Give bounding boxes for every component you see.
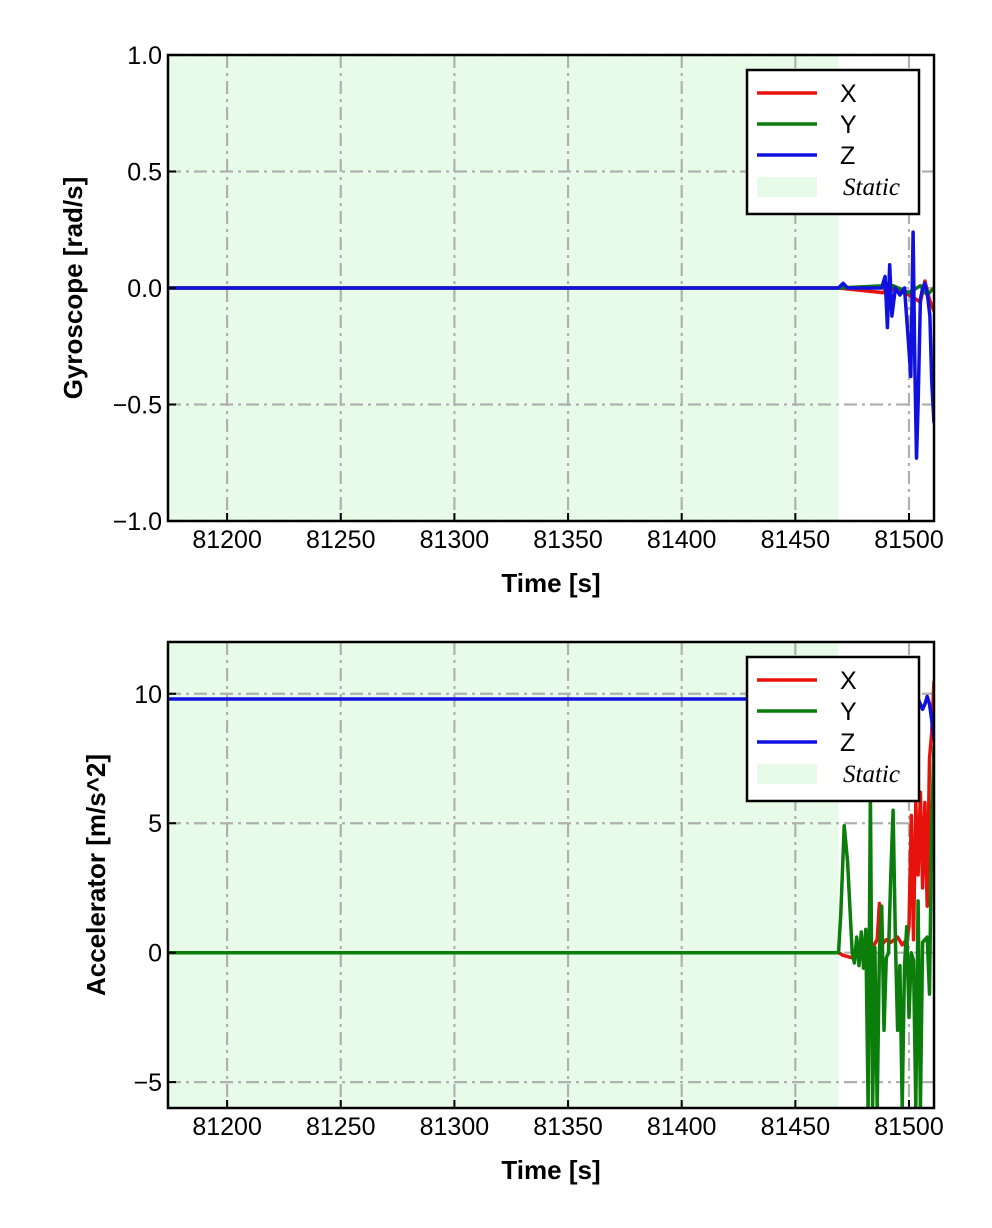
x-tick-label: 81200 bbox=[192, 526, 262, 554]
x-tick-label: 81450 bbox=[761, 1113, 831, 1141]
static-region bbox=[168, 642, 839, 1108]
y-tick-label: 0.5 bbox=[127, 159, 162, 187]
y-tick-label: −5 bbox=[133, 1069, 162, 1097]
legend: XYZ Static bbox=[745, 655, 921, 803]
axes-frame bbox=[166, 640, 936, 1110]
legend: XYZ Static bbox=[745, 68, 921, 216]
x-tick-label: 81350 bbox=[533, 1113, 603, 1141]
legend-label-z: Z bbox=[840, 729, 855, 757]
series-line-y bbox=[168, 745, 934, 1108]
accelerator-panel: 81200 81250 81300 81350 81400 81450 81500 −5 0 5 1… bbox=[81, 640, 944, 1185]
x-tick-label: 81400 bbox=[647, 1113, 717, 1141]
y-tick-label: −1.0 bbox=[113, 508, 162, 536]
legend-label-y: Y bbox=[840, 698, 857, 726]
legend-static-swatch bbox=[757, 764, 817, 784]
x-tick-label: 81300 bbox=[420, 526, 490, 554]
x-tick-label: 81500 bbox=[874, 1113, 944, 1141]
legend-static-swatch bbox=[757, 177, 817, 197]
legend-label-x: X bbox=[840, 667, 857, 695]
x-tick-label: 81200 bbox=[192, 1113, 262, 1141]
x-tick-label: 81500 bbox=[874, 526, 944, 554]
x-tick-label: 81400 bbox=[647, 526, 717, 554]
legend-label-x: X bbox=[840, 80, 857, 108]
legend-label-y: Y bbox=[840, 111, 857, 139]
x-tick-label: 81250 bbox=[306, 526, 376, 554]
x-tick-label: 81450 bbox=[761, 526, 831, 554]
y-axis-title: Accelerator [m/s^2] bbox=[81, 754, 111, 996]
x-axis-title: Time [s] bbox=[501, 1155, 600, 1185]
y-tick-label: 5 bbox=[148, 810, 162, 838]
x-tick-label: 81250 bbox=[306, 1113, 376, 1141]
y-tick-label: −0.5 bbox=[113, 392, 162, 420]
series-line-z bbox=[168, 230, 934, 460]
legend-label-z: Z bbox=[840, 142, 855, 170]
y-tick-label: 10 bbox=[134, 681, 162, 709]
y-tick-label: 0 bbox=[148, 940, 162, 968]
gyroscope-panel: 81200 81250 81300 81350 81400 81450 81500 −1.0 −… bbox=[58, 42, 944, 598]
legend-label-static: Static bbox=[843, 174, 900, 201]
x-axis-title: Time [s] bbox=[501, 568, 600, 598]
legend-label-static: Static bbox=[843, 761, 900, 788]
y-tick-label: 0.0 bbox=[127, 275, 162, 303]
y-tick-label: 1.0 bbox=[127, 42, 162, 70]
series-group bbox=[168, 230, 934, 460]
x-tick-label: 81350 bbox=[533, 526, 603, 554]
y-axis-title: Gyroscope [rad/s] bbox=[58, 177, 88, 400]
x-tick-label: 81300 bbox=[420, 1113, 490, 1141]
